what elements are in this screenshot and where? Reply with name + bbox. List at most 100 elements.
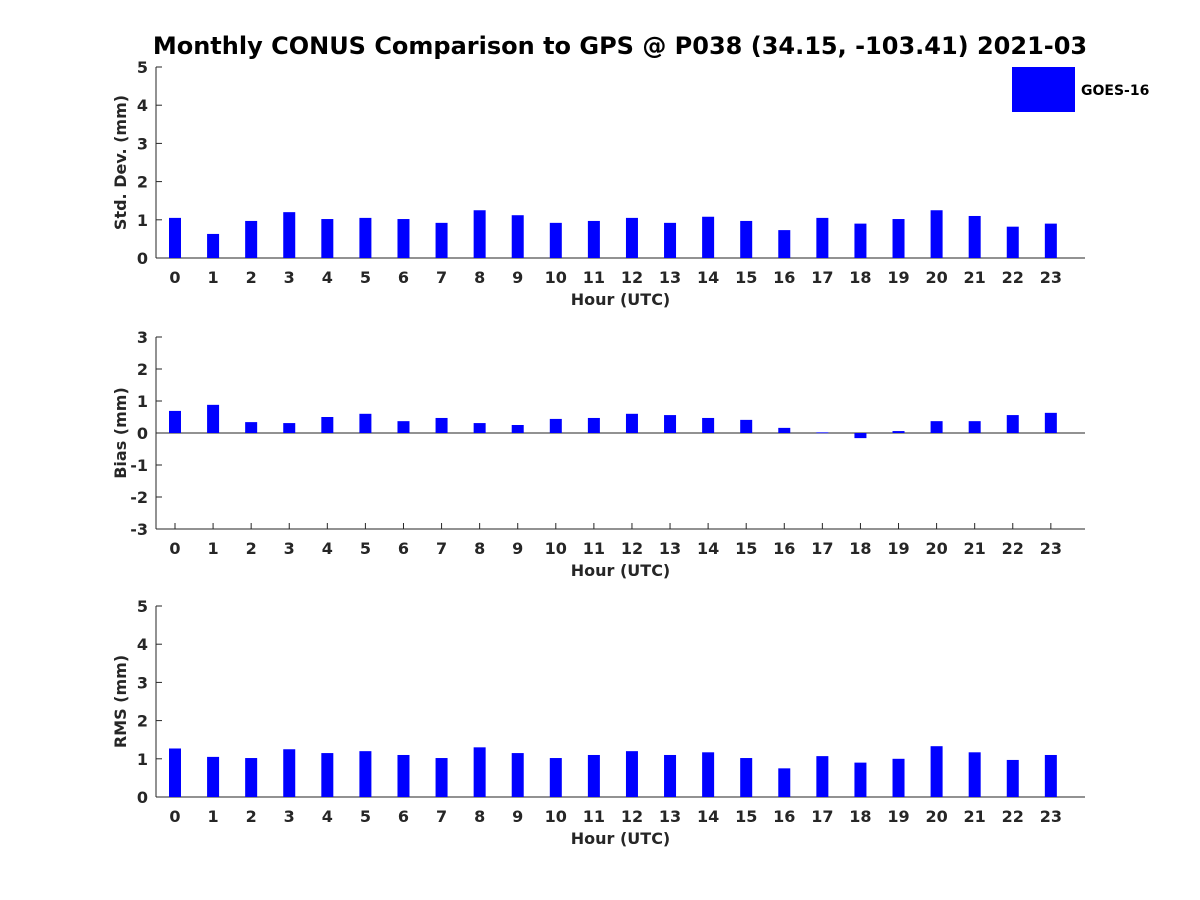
x-tick-label: 1 (208, 268, 219, 287)
x-tick-label: 12 (621, 539, 643, 558)
x-tick-label: 16 (773, 268, 795, 287)
bar-hour-7 (435, 758, 448, 797)
x-tick-label: 14 (697, 268, 719, 287)
x-tick-label: 11 (583, 539, 605, 558)
x-tick-label: 20 (925, 539, 947, 558)
x-tick-label: 18 (849, 807, 871, 826)
x-tick-label: 13 (659, 268, 681, 287)
x-tick-label: 17 (811, 539, 833, 558)
x-tick-label: 3 (284, 268, 295, 287)
bar-hour-21 (968, 421, 981, 433)
bar-hour-9 (511, 753, 524, 797)
x-tick-label: 18 (849, 268, 871, 287)
x-tick-label: 13 (659, 807, 681, 826)
bar-hour-1 (207, 756, 220, 797)
x-tick-label: 22 (1002, 807, 1024, 826)
bar-hour-8 (473, 747, 486, 797)
x-tick-label: 3 (284, 807, 295, 826)
x-tick-label: 21 (964, 807, 986, 826)
y-tick-label: 0 (137, 788, 148, 807)
x-tick-label: 14 (697, 807, 719, 826)
x-tick-label: 14 (697, 539, 719, 558)
x-tick-label: 15 (735, 268, 757, 287)
bar-hour-2 (245, 422, 258, 433)
bar-hour-4 (321, 753, 334, 797)
bar-hour-23 (1044, 223, 1057, 258)
x-tick-label: 6 (398, 539, 409, 558)
bar-hour-10 (549, 222, 562, 258)
bar-hour-18 (854, 223, 867, 258)
y-tick-label: 1 (137, 211, 148, 230)
bar-hour-9 (511, 215, 524, 258)
x-tick-label: 11 (583, 268, 605, 287)
bar-hour-4 (321, 219, 334, 258)
bar-hour-3 (283, 423, 296, 433)
y-axis-label: Bias (mm) (111, 387, 130, 479)
bar-hour-0 (169, 217, 181, 258)
y-tick-label: 4 (137, 635, 148, 654)
x-tick-label: 4 (322, 268, 333, 287)
bar-hour-5 (359, 751, 372, 797)
x-tick-label: 0 (169, 807, 180, 826)
bar-hour-15 (740, 419, 753, 433)
bar-hour-7 (435, 222, 448, 258)
x-tick-label: 16 (773, 807, 795, 826)
bar-hour-16 (778, 427, 791, 433)
x-tick-label: 11 (583, 807, 605, 826)
bar-hour-13 (664, 754, 677, 797)
x-tick-label: 10 (545, 539, 567, 558)
y-tick-label: 1 (137, 750, 148, 769)
y-tick-label: 2 (137, 712, 148, 731)
bar-hour-20 (930, 210, 943, 258)
y-axis-label: RMS (mm) (111, 655, 130, 748)
bar-hour-14 (702, 216, 715, 258)
bar-hour-12 (625, 413, 638, 433)
x-tick-label: 12 (621, 807, 643, 826)
y-axis-label: Std. Dev. (mm) (111, 95, 130, 230)
bar-hour-21 (968, 752, 981, 797)
bar-hour-23 (1044, 412, 1057, 433)
x-tick-label: 9 (512, 268, 523, 287)
bar-hour-10 (549, 418, 562, 433)
x-axis-label: Hour (UTC) (571, 829, 671, 848)
bar-hour-12 (625, 751, 638, 797)
bar-hour-15 (740, 220, 753, 258)
bar-hour-22 (1006, 226, 1019, 258)
bar-hour-5 (359, 217, 372, 258)
y-tick-label: 2 (137, 173, 148, 192)
y-tick-label: -2 (130, 488, 148, 507)
x-tick-label: 4 (322, 539, 333, 558)
x-tick-label: 2 (246, 268, 257, 287)
y-tick-label: 1 (137, 392, 148, 411)
x-tick-label: 8 (474, 268, 485, 287)
x-axis-label: Hour (UTC) (571, 561, 671, 580)
x-tick-label: 19 (887, 268, 909, 287)
x-tick-label: 21 (964, 268, 986, 287)
legend: GOES-16 (1012, 67, 1149, 112)
bar-hour-22 (1006, 415, 1019, 433)
x-tick-label: 17 (811, 268, 833, 287)
x-tick-label: 15 (735, 539, 757, 558)
x-tick-label: 19 (887, 539, 909, 558)
bar-hour-16 (778, 768, 791, 797)
bar-hour-9 (511, 425, 524, 433)
x-tick-label: 7 (436, 268, 447, 287)
x-tick-label: 6 (398, 268, 409, 287)
bar-hour-10 (549, 758, 562, 797)
x-tick-label: 2 (246, 539, 257, 558)
chart-title: Monthly CONUS Comparison to GPS @ P038 (… (153, 32, 1087, 60)
x-tick-label: 4 (322, 807, 333, 826)
x-tick-label: 5 (360, 268, 371, 287)
bar-hour-22 (1006, 759, 1019, 797)
bar-hour-6 (397, 754, 410, 797)
x-axis-label: Hour (UTC) (571, 290, 671, 309)
bar-hour-6 (397, 219, 410, 258)
bar-hour-16 (778, 230, 791, 258)
x-tick-label: 10 (545, 807, 567, 826)
x-tick-label: 5 (360, 539, 371, 558)
x-tick-label: 20 (925, 268, 947, 287)
x-tick-label: 1 (208, 539, 219, 558)
